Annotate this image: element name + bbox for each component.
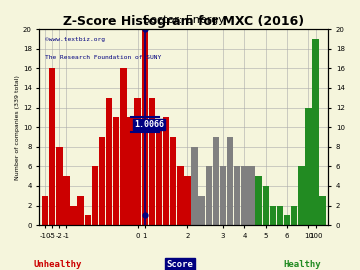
Bar [255,176,262,225]
Bar [149,98,155,225]
Bar [70,205,77,225]
Bar [270,205,276,225]
Bar [163,117,169,225]
Text: 1.0066: 1.0066 [134,120,164,129]
Bar [319,196,326,225]
Text: Score: Score [167,260,193,269]
Bar [198,196,205,225]
Text: Healthy: Healthy [284,260,321,269]
Bar [113,117,120,225]
Bar [106,98,112,225]
Bar [127,117,134,225]
Bar [92,166,98,225]
Text: The Research Foundation of SUNY: The Research Foundation of SUNY [45,55,161,60]
Bar [184,176,191,225]
Bar [248,166,255,225]
Bar [241,166,248,225]
Bar [99,137,105,225]
Bar [177,166,184,225]
Title: Z-Score Histogram for MXC (2016): Z-Score Histogram for MXC (2016) [63,15,305,28]
Bar [206,166,212,225]
Bar [312,39,319,225]
Bar [192,147,198,225]
Bar [284,215,290,225]
Bar [49,68,55,225]
Bar [220,166,226,225]
Text: Unhealthy: Unhealthy [33,260,82,269]
Y-axis label: Number of companies (339 total): Number of companies (339 total) [15,75,20,180]
Bar [141,29,148,225]
Text: ©www.textbiz.org: ©www.textbiz.org [45,37,105,42]
Bar [277,205,283,225]
Bar [291,205,297,225]
Text: Sector: Energy: Sector: Energy [143,15,225,25]
Bar [77,196,84,225]
Bar [262,186,269,225]
Bar [56,147,63,225]
Bar [298,166,305,225]
Bar [120,68,127,225]
Bar [63,176,70,225]
Bar [227,137,233,225]
Bar [42,196,48,225]
Bar [134,98,141,225]
Bar [213,137,219,225]
Bar [234,166,240,225]
Bar [156,127,162,225]
Bar [170,137,176,225]
Bar [305,107,312,225]
Bar [85,215,91,225]
